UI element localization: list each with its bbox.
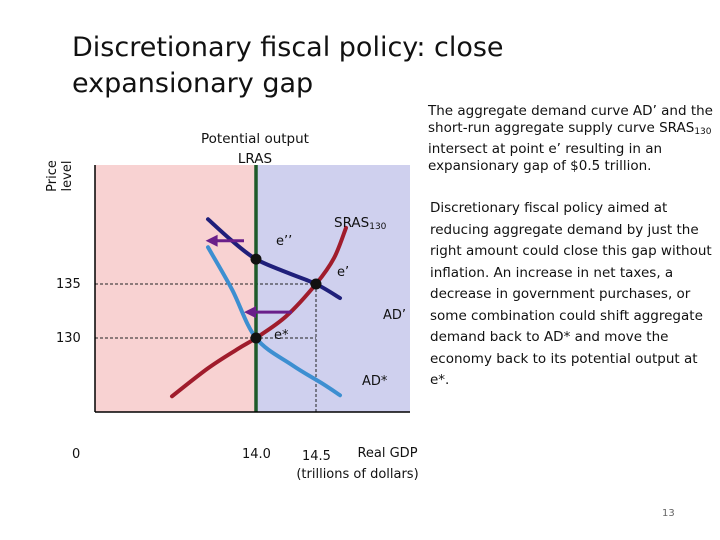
sras-curve-label-subscript: 130	[369, 222, 387, 232]
x-tick-label-14-0: 14.0	[242, 447, 271, 462]
ad-shift-arrow-lower-head	[244, 306, 256, 319]
lras-label: Potential output LRAS	[185, 129, 325, 169]
summary-text-part1: The aggregate demand curve AD’ and the s…	[428, 103, 713, 136]
point-label-e-prime: e’	[337, 265, 350, 280]
region-left-of-potential	[95, 165, 256, 412]
slide-title: Discretionary fiscal policy: close expan…	[72, 32, 504, 99]
point-label-e-star: e*	[274, 328, 289, 343]
sras-curve-label: SRAS130	[334, 215, 386, 235]
guide-lines	[95, 283, 317, 412]
y-axis-title-line2: level	[60, 160, 75, 192]
policy-text: Discretionary fiscal policy aimed at red…	[430, 200, 712, 388]
x-tick-label-14-5: 14.5	[302, 449, 331, 464]
summary-text-subscript: 130	[694, 127, 712, 137]
y-tick-label-135: 135	[56, 277, 81, 292]
ad-shift-arrow-upper-head	[205, 234, 218, 247]
x-axis-title-line2: (trillions of dollars)	[296, 467, 419, 482]
region-right-of-potential	[256, 165, 410, 412]
lras-label-line2: LRAS	[237, 151, 273, 167]
x-axis-title-line1: Real GDP	[357, 446, 418, 461]
shift-arrows	[205, 234, 292, 319]
point-e-star	[250, 332, 262, 344]
point-label-e-double-prime: e’’	[276, 234, 293, 249]
ad-prime-curve-label: AD’	[383, 308, 407, 323]
summary-text-part2: intersect at point e’ resulting in an ex…	[428, 141, 663, 174]
point-e-double-prime	[250, 253, 262, 265]
sras-curve	[170, 225, 348, 399]
summary-text: The aggregate demand curve AD’ and the s…	[428, 103, 718, 175]
equilibrium-points	[250, 253, 322, 344]
x-axis-title: Real GDP (trillions of dollars)	[285, 443, 430, 485]
page-number: 13	[662, 508, 675, 519]
ad-star-curve	[206, 245, 342, 398]
sras-curve-label-text: SRAS	[334, 215, 370, 231]
ad-star-curve-label: AD*	[362, 374, 388, 389]
y-axis-title-line1: Price	[45, 160, 60, 192]
point-e-prime	[310, 278, 322, 290]
x-origin-label: 0	[72, 447, 81, 462]
y-tick-label-130: 130	[56, 331, 81, 346]
lras-label-line1: Potential output	[201, 131, 309, 147]
